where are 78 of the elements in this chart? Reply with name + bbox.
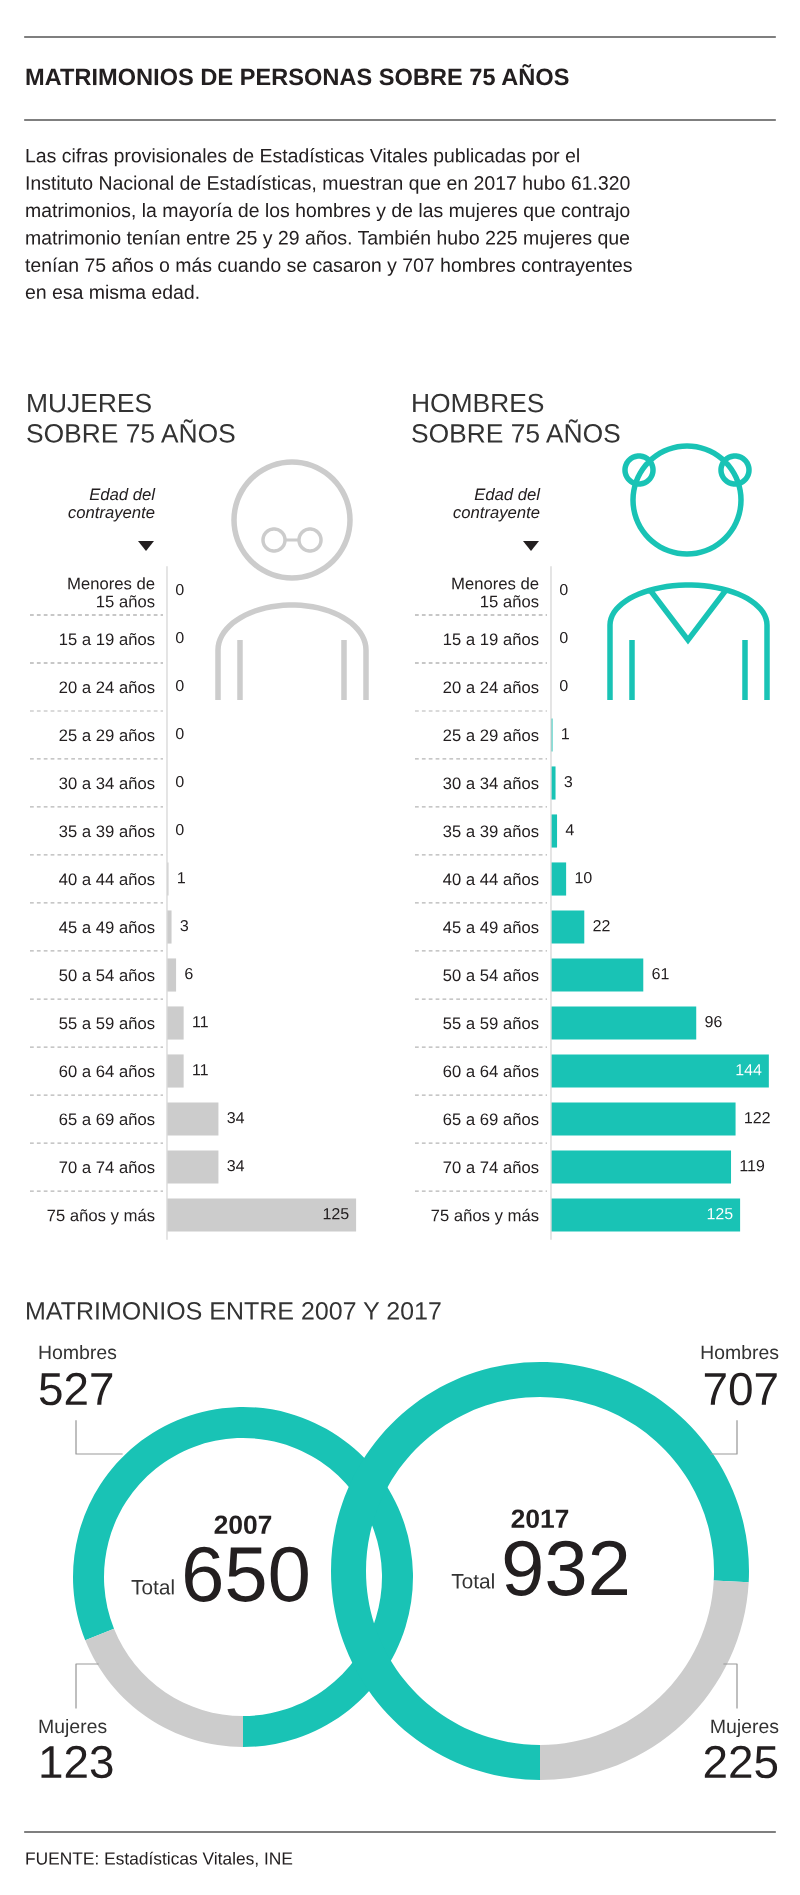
data-label: 0	[175, 679, 184, 692]
slice-label: Hombres	[39, 1344, 117, 1360]
y-tick-label: Menores de 15 años	[452, 577, 539, 608]
y-tick-label: 35 a 39 años	[59, 825, 155, 838]
text: MATRIMONIOS ENTRE 2007 Y 2017	[27, 1302, 441, 1320]
y-tick-label: 45 a 49 años	[59, 921, 155, 934]
slice-label: Hombres	[701, 1344, 779, 1360]
y-tick-label: 70 a 74 años	[59, 1161, 155, 1174]
slice-label: Mujeres	[711, 1718, 779, 1738]
y-tick-label: 55 a 59 años	[443, 1017, 539, 1030]
data-label: 0	[175, 631, 184, 644]
text: MATRIMONIOS DE PERSONAS SOBRE 75 AÑOS	[26, 64, 569, 86]
data-label: 1	[178, 872, 185, 884]
data-label: 122	[745, 1111, 770, 1124]
data-label: 0	[559, 679, 568, 692]
slice-label: Mujeres	[39, 1718, 107, 1738]
y-tick-label: 20 a 24 años	[443, 681, 539, 694]
data-label: 707	[704, 1372, 777, 1406]
data-label: 61	[652, 967, 669, 980]
y-tick-label: 40 a 44 años	[59, 873, 155, 886]
chart-title: HOMBRES SOBRE 75 AÑOS	[412, 393, 620, 443]
data-label: 4	[565, 824, 574, 836]
y-tick-label: 60 a 64 años	[443, 1065, 539, 1078]
data-label: 11	[193, 1064, 208, 1076]
data-label: 96	[705, 1015, 722, 1028]
data-label: 34	[227, 1159, 245, 1172]
data-label: 144	[736, 1064, 762, 1076]
y-tick-label: 50 a 54 años	[443, 969, 539, 982]
data-label: 6	[185, 967, 193, 980]
data-label: 125	[323, 1207, 349, 1220]
y-tick-label: 35 a 39 años	[443, 825, 539, 838]
data-label: 0	[175, 775, 184, 788]
y-tick-label: 25 a 29 años	[59, 729, 155, 742]
y-tick-label: 45 a 49 años	[443, 921, 539, 934]
text: 932	[504, 1540, 627, 1596]
y-tick-label: 75 años y más	[47, 1208, 155, 1225]
y-tick-label: 55 a 59 años	[59, 1017, 155, 1030]
y-tick-label: 65 a 69 años	[443, 1113, 539, 1126]
data-label: 1	[562, 728, 569, 740]
y-tick-label: 70 a 74 años	[443, 1161, 539, 1174]
data-label: 10	[575, 871, 592, 884]
source-note: FUENTE: Estadísticas Vitales, INE	[26, 1851, 293, 1867]
y-tick-label: 15 a 19 años	[59, 633, 155, 646]
y-tick-label: 15 a 19 años	[443, 633, 539, 646]
data-label: 527	[39, 1372, 113, 1406]
text: 650	[185, 1546, 308, 1602]
text: 2007	[214, 1515, 272, 1535]
y-tick-label: 20 a 24 años	[59, 681, 155, 694]
data-label: 22	[593, 919, 610, 932]
y-tick-label: 60 a 64 años	[59, 1065, 155, 1078]
y-tick-label: 40 a 44 años	[443, 873, 539, 886]
y-tick-label: 50 a 54 años	[59, 969, 155, 982]
data-label: 0	[559, 631, 568, 644]
text: Total	[451, 1573, 494, 1589]
data-label: 0	[175, 583, 184, 596]
y-tick-label: 25 a 29 años	[443, 729, 539, 742]
y-tick-label: 65 a 69 años	[59, 1113, 155, 1126]
text: Total	[131, 1579, 174, 1595]
data-label: 0	[559, 583, 568, 596]
y-axis-title: Edad del contrayente	[453, 488, 541, 522]
y-tick-label: 75 años y más	[431, 1208, 539, 1225]
y-tick-label: Menores de 15 años	[68, 577, 155, 608]
data-label: 3	[564, 775, 573, 788]
y-tick-label: 30 a 34 años	[443, 777, 539, 790]
chart-title: MUJERES SOBRE 75 AÑOS	[27, 393, 235, 443]
data-label: 125	[707, 1207, 733, 1220]
y-tick-label: 30 a 34 años	[59, 777, 155, 790]
data-label: 0	[175, 727, 184, 740]
text: 2017	[511, 1509, 569, 1529]
data-label: 34	[227, 1111, 245, 1124]
data-label: 225	[704, 1745, 778, 1779]
text: Las cifras provisionales de Estadísticas Vitales publicadas por el Instituto Nacional de Estadísticas, muestran que en 2017 hubo 61.320 matrimonios, la mayoría de los hombres y de las mujeres que contrajo matrimonio tenían entre 25 y 29 años. También hubo 225 mujeres que tenían 75 años o más cuando se casaron y 707 hombres contrayentes en esa misma edad.	[25, 148, 632, 300]
y-axis-title: Edad del contrayente	[68, 488, 156, 522]
data-label: 3	[180, 919, 189, 932]
data-label: 123	[41, 1745, 113, 1779]
data-label: 119	[740, 1159, 765, 1172]
data-label: 0	[175, 823, 184, 836]
data-label: 11	[193, 1016, 208, 1028]
